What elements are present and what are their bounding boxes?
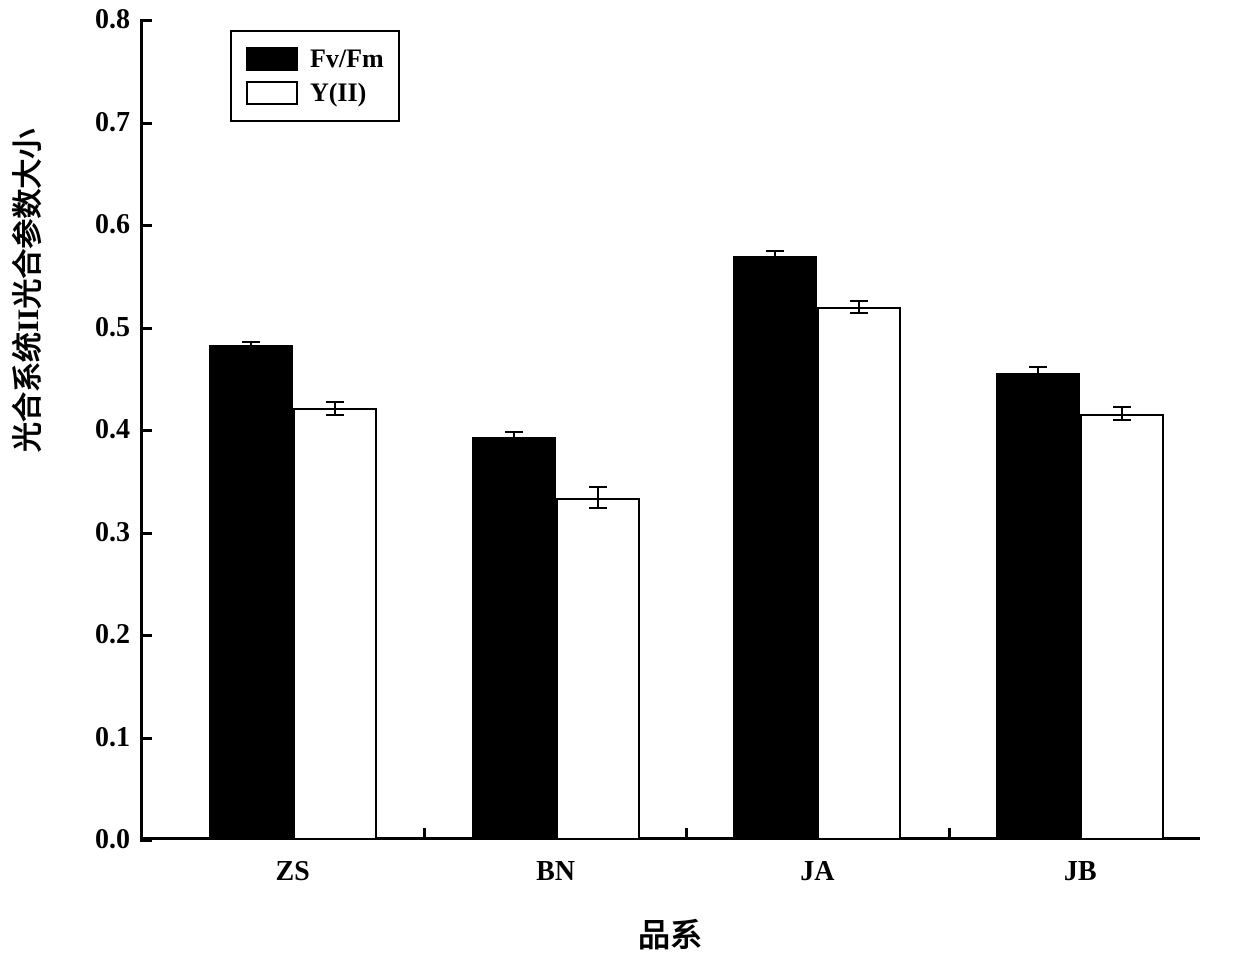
y-tick [140,532,152,535]
bar-yii-zs [293,408,377,840]
error-cap [850,300,868,302]
error-cap [1029,377,1047,379]
legend-swatch-hollow [246,81,298,105]
legend-swatch-filled [246,47,298,71]
y-tick-label: 0.3 [70,517,130,549]
x-tick-label: BN [516,856,596,888]
x-tick [423,828,426,840]
bar-fvfm-jb [996,373,1080,840]
bar-yii-ja [817,307,901,840]
y-tick [140,429,152,432]
y-tick [140,19,152,22]
y-tick [140,122,152,125]
legend-label-fvfm: Fv/Fm [310,44,384,74]
x-tick-label: JA [777,856,857,888]
bar-fvfm-ja [733,256,817,840]
legend: Fv/Fm Y(II) [230,30,400,122]
legend-row-yii: Y(II) [246,78,384,108]
bar-yii-bn [556,498,640,840]
error-cap [766,250,784,252]
error-cap [766,260,784,262]
y-tick-label: 0.1 [70,722,130,754]
x-tick-label: JB [1040,856,1120,888]
y-axis-label: 光合系统II光合参数大小 [3,422,47,452]
error-cap [589,507,607,509]
error-cap [850,312,868,314]
legend-label-yii: Y(II) [310,78,366,108]
x-axis-label: 品系 [620,910,720,956]
y-tick [140,634,152,637]
error-cap [1029,366,1047,368]
error-cap [1113,419,1131,421]
legend-row-fvfm: Fv/Fm [246,44,384,74]
error-cap [505,431,523,433]
error-cap [242,347,260,349]
y-tick-label: 0.4 [70,414,130,446]
error-cap [589,486,607,488]
error-cap [505,441,523,443]
error-cap [1113,406,1131,408]
y-tick [140,327,152,330]
y-tick [140,224,152,227]
x-tick [685,828,688,840]
bar-yii-jb [1080,414,1164,840]
y-tick-label: 0.7 [70,107,130,139]
y-tick-label: 0.0 [70,824,130,856]
error-cap [326,401,344,403]
x-tick-label: ZS [253,856,333,888]
bar-fvfm-bn [472,437,556,840]
y-tick [140,737,152,740]
y-tick-label: 0.8 [70,4,130,36]
bar-fvfm-zs [209,345,293,840]
y-tick-label: 0.6 [70,209,130,241]
error-cap [242,341,260,343]
x-tick [948,828,951,840]
error-cap [326,414,344,416]
y-tick-label: 0.2 [70,619,130,651]
error-bar [597,487,599,508]
y-tick [140,839,152,842]
chart-container: 光合系统II光合参数大小 品系 Fv/Fm Y(II) 0.0 0.1 0.2 0.3… [0,0,1240,974]
y-tick-label: 0.5 [70,312,130,344]
